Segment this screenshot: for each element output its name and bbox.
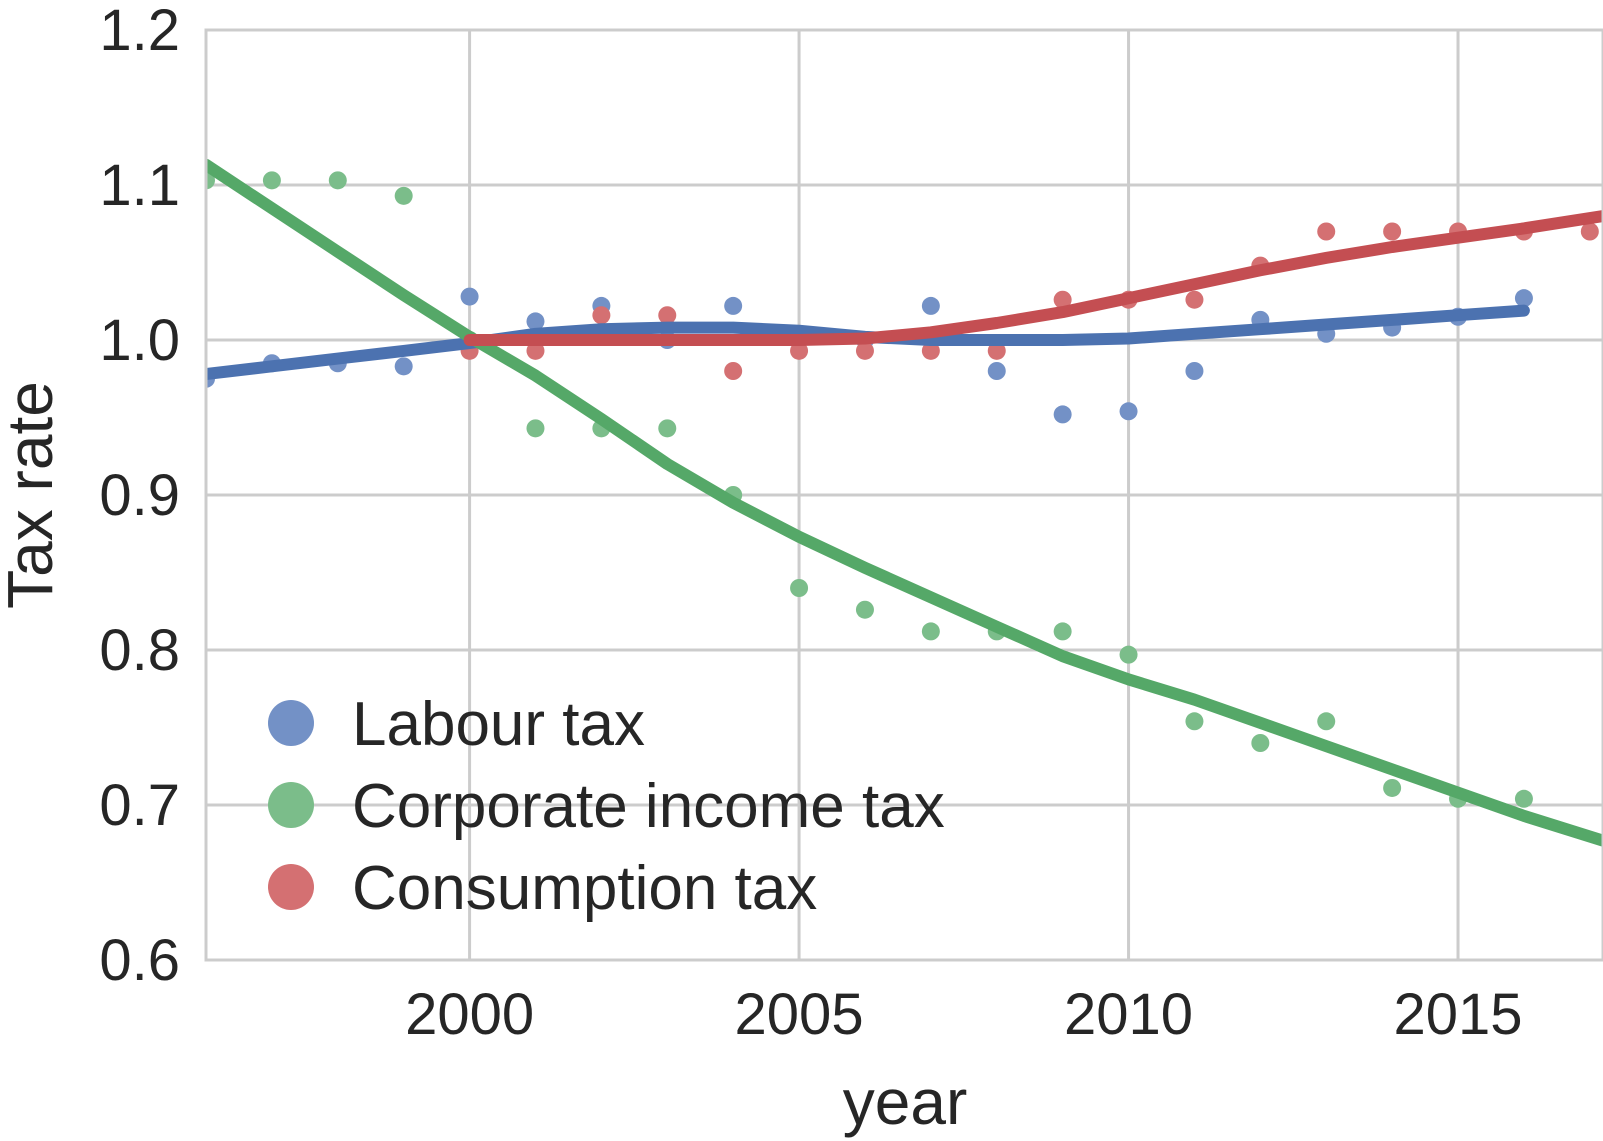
- corporate-income-tax-point: [921, 622, 940, 641]
- legend-marker-consumption-tax: [268, 864, 314, 910]
- consumption-tax-point: [1383, 222, 1402, 241]
- labour-tax-point: [1053, 405, 1072, 424]
- consumption-tax-point: [855, 341, 874, 360]
- labour-tax-point: [921, 296, 940, 315]
- fit-lines: [206, 158, 1603, 847]
- x-tick-label: 2005: [735, 982, 864, 1047]
- consumption-tax-trend-line: [463, 210, 1603, 346]
- labour-tax-point: [1514, 289, 1533, 308]
- corporate-income-tax-point: [790, 579, 809, 597]
- labour-tax-point: [460, 287, 479, 306]
- corporate-income-tax-point: [328, 171, 347, 190]
- consumption-tax-point: [526, 341, 545, 360]
- corporate-income-tax-point: [658, 419, 677, 438]
- y-tick-labels: 0.6 0.7 0.8 0.9 1.0 1.1 1.2: [99, 0, 180, 993]
- y-tick-label: 1.1: [99, 153, 180, 218]
- x-axis-title: year: [843, 1066, 968, 1138]
- legend-label-labour-tax: Labour tax: [352, 690, 645, 759]
- legend-marker-corporate-income-tax: [268, 782, 314, 828]
- labour-tax-point: [987, 362, 1006, 380]
- corporate-income-tax-point: [526, 419, 545, 438]
- y-tick-label: 0.9: [99, 463, 180, 528]
- corporate-income-tax-trend-line: [206, 158, 1603, 847]
- y-axis-title: Tax rate: [0, 381, 66, 609]
- legend: Labour tax Corporate income tax Consumptio…: [268, 690, 945, 923]
- corporate-income-tax-point: [1185, 712, 1204, 731]
- labour-tax-point: [724, 296, 743, 315]
- consumption-tax-point: [1317, 222, 1336, 241]
- consumption-tax-point: [921, 341, 940, 360]
- consumption-tax-point: [724, 362, 743, 380]
- consumption-tax-point: [1580, 222, 1599, 241]
- corporate-income-tax-point: [262, 171, 281, 190]
- y-tick-label: 0.7: [99, 773, 180, 838]
- x-tick-labels: 2000 2005 2010 2015: [405, 982, 1522, 1047]
- y-tick-label: 1.0: [99, 308, 180, 373]
- legend-label-consumption-tax: Consumption tax: [352, 854, 817, 923]
- consumption-tax-point: [987, 341, 1006, 360]
- corporate-income-tax-point: [394, 186, 413, 205]
- legend-marker-labour-tax: [268, 700, 314, 746]
- plot-frame: [204, 28, 1603, 962]
- consumption-tax-point: [1053, 290, 1072, 309]
- consumption-tax-point: [790, 341, 809, 360]
- y-tick-label: 0.8: [99, 618, 180, 683]
- corporate-income-tax-point: [1119, 645, 1138, 664]
- corporate-income-tax-point: [1251, 734, 1270, 752]
- corporate-income-tax-point: [855, 600, 874, 619]
- consumption-tax-point: [592, 306, 611, 325]
- y-tick-label: 1.2: [99, 0, 180, 63]
- labour-tax-point: [1119, 402, 1138, 421]
- labour-tax-point: [1185, 362, 1204, 380]
- x-tick-label: 2010: [1064, 982, 1193, 1047]
- consumption-tax-point: [658, 306, 677, 325]
- y-tick-label: 0.6: [99, 928, 180, 993]
- labour-tax-point: [526, 312, 545, 331]
- corporate-income-tax-point: [1053, 622, 1072, 641]
- x-tick-label: 2000: [405, 982, 534, 1047]
- consumption-tax-point: [1185, 290, 1204, 309]
- corporate-income-tax-point: [1317, 712, 1336, 731]
- corporate-income-tax-point: [1514, 789, 1533, 808]
- legend-label-corporate-income-tax: Corporate income tax: [352, 772, 945, 841]
- labour-tax-point: [394, 357, 413, 376]
- plot-area: [206, 158, 1603, 847]
- x-tick-label: 2015: [1394, 982, 1523, 1047]
- corporate-income-tax-point: [1383, 778, 1402, 797]
